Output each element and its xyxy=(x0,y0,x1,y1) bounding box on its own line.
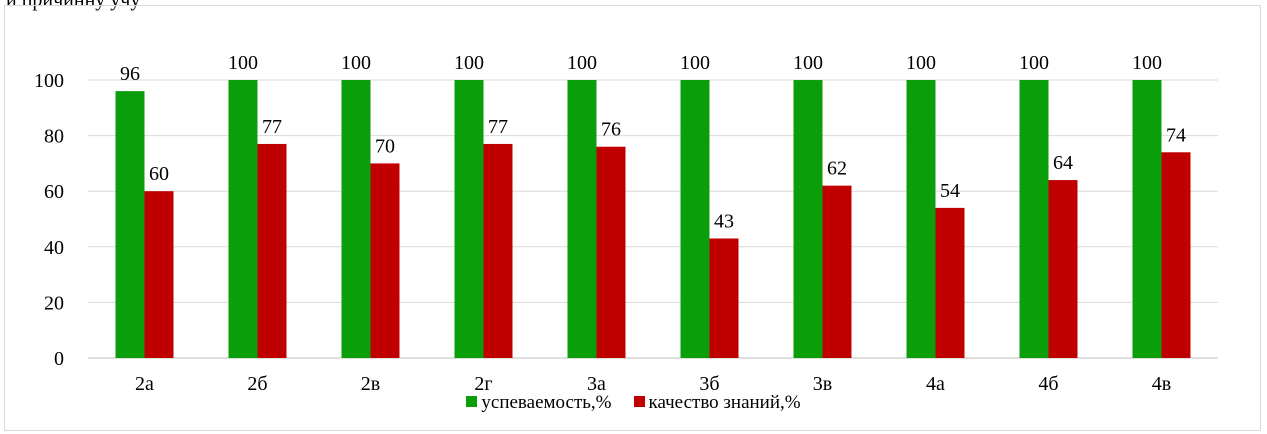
x-tick-label: 4б xyxy=(1038,373,1058,395)
bar-uspevaemost xyxy=(115,91,145,359)
data-label: 64 xyxy=(1053,152,1073,174)
y-tick-label: 40 xyxy=(44,237,64,259)
bar-kachestvo xyxy=(822,185,852,358)
bar-uspevaemost xyxy=(567,80,597,358)
x-tick-label: 4в xyxy=(1152,373,1171,395)
bar-uspevaemost xyxy=(228,80,258,358)
legend-swatch xyxy=(466,396,478,407)
y-tick-label: 20 xyxy=(44,292,64,314)
y-tick-label: 0 xyxy=(54,348,64,370)
y-tick-label: 80 xyxy=(44,126,64,148)
data-label: 100 xyxy=(1132,52,1162,74)
data-label: 62 xyxy=(827,158,847,180)
bar-kachestvo xyxy=(596,146,626,358)
y-tick-label: 100 xyxy=(34,70,64,92)
legend-item: успеваемость,% xyxy=(466,392,612,414)
data-label: 100 xyxy=(1019,52,1049,74)
bar-uspevaemost xyxy=(1019,80,1049,358)
chart-legend: успеваемость,% качество знаний,% xyxy=(0,392,1267,414)
x-tick-label: 3б xyxy=(699,373,719,395)
x-tick-label: 2б xyxy=(247,373,267,395)
x-tick-label: 3а xyxy=(587,373,606,395)
x-tick-label: 3в xyxy=(813,373,832,395)
bar-kachestvo xyxy=(257,143,287,358)
data-label: 100 xyxy=(567,52,597,74)
x-tick-label: 4а xyxy=(926,373,945,395)
x-tick-label: 2а xyxy=(135,373,154,395)
bar-kachestvo xyxy=(1161,152,1191,358)
bar-kachestvo xyxy=(483,143,513,358)
legend-label: успеваемость,% xyxy=(481,392,612,413)
data-label: 77 xyxy=(488,116,508,138)
bar-uspevaemost xyxy=(680,80,710,358)
data-label: 54 xyxy=(940,180,960,202)
data-label: 77 xyxy=(262,116,282,138)
data-label: 100 xyxy=(906,52,936,74)
data-label: 74 xyxy=(1166,124,1186,146)
legend-item: качество знаний,% xyxy=(633,392,801,414)
x-tick-label: 2в xyxy=(361,373,380,395)
chart-frame xyxy=(4,5,1261,431)
bar-kachestvo xyxy=(144,191,174,358)
data-label: 43 xyxy=(714,210,734,232)
data-label: 70 xyxy=(375,135,395,157)
bar-uspevaemost xyxy=(906,80,936,358)
data-label: 100 xyxy=(680,52,710,74)
bar-kachestvo xyxy=(370,163,400,358)
bar-kachestvo xyxy=(1048,180,1078,358)
data-label: 100 xyxy=(454,52,484,74)
data-label: 96 xyxy=(120,63,140,85)
bar-uspevaemost xyxy=(341,80,371,358)
legend-swatch xyxy=(633,396,645,407)
y-tick-label: 60 xyxy=(44,181,64,203)
bar-kachestvo xyxy=(935,207,965,358)
data-label: 60 xyxy=(149,163,169,185)
bar-uspevaemost xyxy=(793,80,823,358)
legend-label: качество знаний,% xyxy=(648,392,801,413)
bar-kachestvo xyxy=(709,238,739,358)
bar-uspevaemost xyxy=(454,80,484,358)
data-label: 100 xyxy=(793,52,823,74)
data-label: 100 xyxy=(341,52,371,74)
data-label: 76 xyxy=(601,119,621,141)
x-tick-label: 2г xyxy=(474,373,492,395)
bar-uspevaemost xyxy=(1132,80,1162,358)
data-label: 100 xyxy=(228,52,258,74)
